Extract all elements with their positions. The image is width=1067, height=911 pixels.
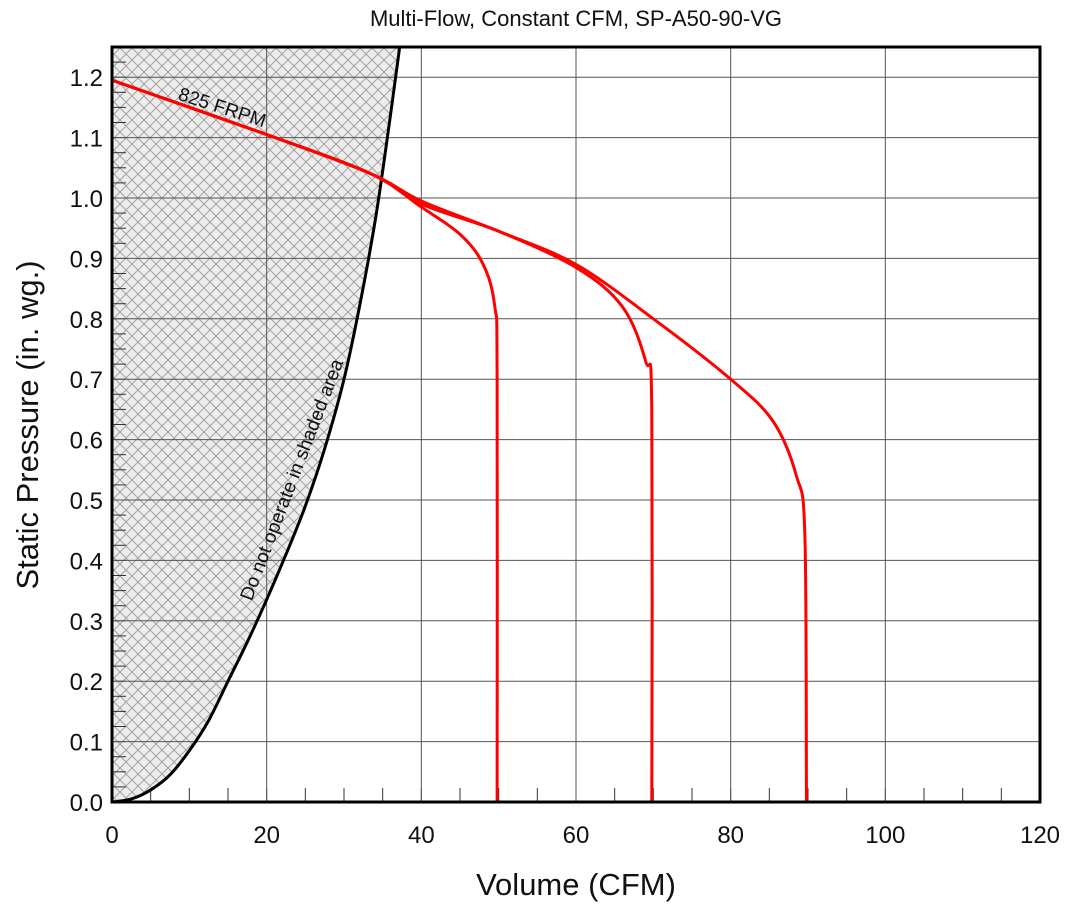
y-tick-label: 0.3 <box>70 609 103 636</box>
x-tick-label: 0 <box>105 822 118 849</box>
x-tick-label: 40 <box>408 822 435 849</box>
chart-title: Multi-Flow, Constant CFM, SP-A50-90-VG <box>370 6 782 31</box>
plot-frame <box>110 45 1042 804</box>
y-tick-label: 0.4 <box>70 548 103 575</box>
x-axis-label: Volume (CFM) <box>476 867 676 902</box>
series-layer <box>112 78 808 802</box>
y-tick-label: 0.2 <box>70 669 103 696</box>
hatched-region <box>112 47 400 802</box>
y-tick-label: 0.8 <box>70 307 103 334</box>
y-tick-label: 0.6 <box>70 428 103 455</box>
series-line-3 <box>112 78 808 802</box>
x-tick-label: 60 <box>563 822 590 849</box>
y-axis-label: Static Pressure (in. wg.) <box>10 260 45 589</box>
no-operate-shaded-area <box>112 47 400 802</box>
x-tick-label: 100 <box>865 822 905 849</box>
boundary-curve <box>112 47 402 802</box>
x-tick-label: 120 <box>1020 822 1060 849</box>
boundary-curve-layer <box>112 47 402 802</box>
y-tick-label: 1.1 <box>70 126 103 153</box>
y-tick-label: 0.7 <box>70 367 103 394</box>
plot-area <box>110 45 1042 804</box>
x-tick-label: 80 <box>717 822 744 849</box>
y-tick-label: 1.2 <box>70 65 103 92</box>
y-tick-labels: 0.0 0.1 0.2 0.3 0.4 0.5 0.6 0.7 0.8 0.9 1.0 1.1 1.2 <box>70 65 103 817</box>
x-tick-label: 20 <box>253 822 280 849</box>
x-tick-labels: 0 20 40 60 80 100 120 <box>105 822 1060 849</box>
y-tick-label: 0.1 <box>70 730 103 757</box>
grid-lines <box>112 47 1040 802</box>
y-tick-label: 1.0 <box>70 186 103 213</box>
y-tick-label: 0.9 <box>70 246 103 273</box>
y-tick-label: 0.5 <box>70 488 103 515</box>
y-tick-label: 0.0 <box>70 790 103 817</box>
